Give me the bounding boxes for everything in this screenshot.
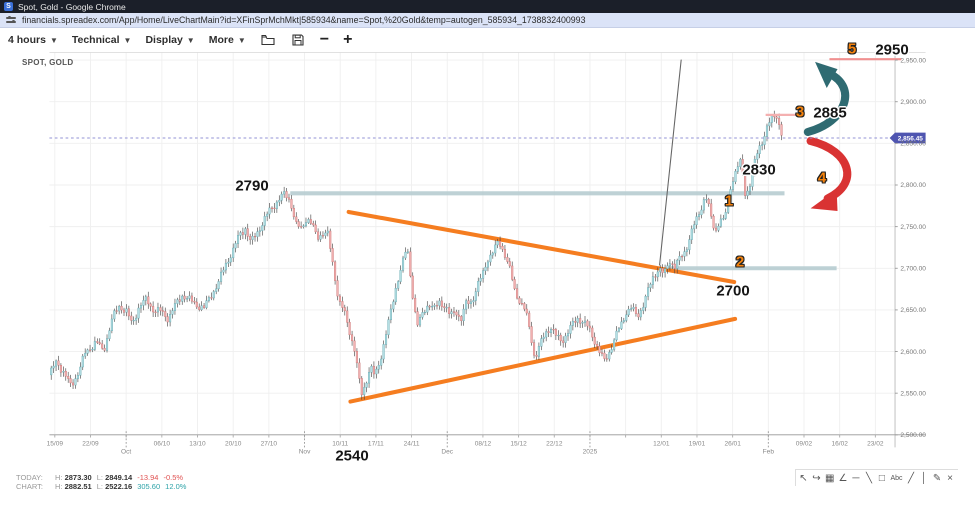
price-level-label: 2950 xyxy=(875,41,909,59)
svg-text:13/10: 13/10 xyxy=(189,441,206,448)
grid-tool-icon[interactable]: ▦ xyxy=(825,472,835,484)
timeframe-dropdown-label: 4 hours xyxy=(8,34,46,46)
svg-text:06/10: 06/10 xyxy=(154,441,171,448)
zoom-out-button[interactable]: − xyxy=(319,31,330,48)
svg-text:17/11: 17/11 xyxy=(368,441,384,448)
svg-text:10/11: 10/11 xyxy=(332,441,348,448)
chevron-down-icon: ▼ xyxy=(237,35,246,45)
price-level-label: 2540 xyxy=(335,447,369,465)
price-level-label: 2885 xyxy=(813,104,847,122)
svg-text:2,500.00: 2,500.00 xyxy=(900,432,926,439)
chart-toolbar: 4 hours ▼ Technical ▼ Display ▼ More ▼ −… xyxy=(0,28,975,52)
chart-area[interactable]: 2,856.45 2,950.00 2,900.00 2,850.00 2,800.00… xyxy=(0,41,975,513)
svg-text:19/01: 19/01 xyxy=(689,441,706,448)
wave-number-label: 5 xyxy=(847,40,857,58)
more-dropdown[interactable]: More ▼ xyxy=(209,34,246,46)
svg-text:26/01: 26/01 xyxy=(724,441,741,448)
site-settings-icon[interactable] xyxy=(6,16,16,24)
svg-text:2,700.00: 2,700.00 xyxy=(900,266,926,273)
svg-text:Dec: Dec xyxy=(441,449,453,456)
redo-arrow-tool-icon[interactable]: ↪ xyxy=(812,472,821,484)
window-title: Spot, Gold - Google Chrome xyxy=(18,1,126,12)
svg-text:Nov: Nov xyxy=(299,449,311,456)
close-tool-icon[interactable]: × xyxy=(947,472,953,484)
svg-text:Oct: Oct xyxy=(121,449,131,456)
display-dropdown-label: Display xyxy=(145,34,183,46)
svg-text:2,900.00: 2,900.00 xyxy=(900,99,926,106)
wave-number-label: 2 xyxy=(735,253,745,271)
price-level-label: 2700 xyxy=(716,282,750,300)
url-text[interactable]: financials.spreadex.com/App/Home/LiveCha… xyxy=(22,15,586,25)
svg-text:20/10: 20/10 xyxy=(225,441,242,448)
chevron-down-icon: ▼ xyxy=(186,35,195,45)
svg-text:2,550.00: 2,550.00 xyxy=(900,390,926,397)
vertical-line-tool-icon[interactable]: │ xyxy=(920,472,928,484)
wave-number-label: 3 xyxy=(795,103,805,121)
diagonal-line-tool-icon[interactable]: ╱ xyxy=(908,472,915,484)
svg-text:16/02: 16/02 xyxy=(831,441,848,448)
save-icon[interactable] xyxy=(290,32,306,48)
pencil-tool-icon[interactable]: ✎ xyxy=(932,472,942,484)
horizontal-line-tool-icon[interactable]: ─ xyxy=(852,472,860,484)
svg-text:24/11: 24/11 xyxy=(404,441,420,448)
svg-text:2,750.00: 2,750.00 xyxy=(900,224,926,231)
display-dropdown[interactable]: Display ▼ xyxy=(145,34,194,46)
today-stats-row: TODAY: H: 2873.30 L: 2849.14 -13.94 -0.5… xyxy=(16,473,184,482)
drawing-toolbar: ↖ ↪ ▦ ∠ ─ ╲ □ Abc ╱ │ ✎ × xyxy=(795,469,958,486)
window-titlebar: S Spot, Gold - Google Chrome xyxy=(0,0,975,13)
timeframe-dropdown[interactable]: 4 hours ▼ xyxy=(8,34,58,46)
svg-text:2,850.00: 2,850.00 xyxy=(900,141,926,148)
price-chart-canvas[interactable]: 2,856.45 2,950.00 2,900.00 2,850.00 2,800.00… xyxy=(0,52,975,513)
wave-number-label: 4 xyxy=(817,169,827,187)
svg-text:23/02: 23/02 xyxy=(867,441,884,448)
price-stats: TODAY: H: 2873.30 L: 2849.14 -13.94 -0.5… xyxy=(16,473,186,491)
svg-text:15/09: 15/09 xyxy=(47,441,64,448)
price-level-label: 2790 xyxy=(235,177,269,195)
svg-text:2,800.00: 2,800.00 xyxy=(900,182,926,189)
open-folder-icon[interactable] xyxy=(260,32,276,48)
svg-text:2,650.00: 2,650.00 xyxy=(900,307,926,314)
svg-text:2,950.00: 2,950.00 xyxy=(900,57,926,64)
svg-text:08/12: 08/12 xyxy=(475,441,492,448)
svg-text:22/09: 22/09 xyxy=(82,441,99,448)
zoom-in-button[interactable]: + xyxy=(343,31,353,48)
chart-stats-row: CHART: H: 2882.51 L: 2522.16 305.60 12.0… xyxy=(16,482,187,491)
url-bar[interactable]: financials.spreadex.com/App/Home/LiveCha… xyxy=(0,13,975,28)
price-level-label: 2830 xyxy=(742,161,776,179)
svg-text:2,600.00: 2,600.00 xyxy=(900,349,926,356)
text-tool-icon[interactable]: Abc xyxy=(890,474,903,482)
svg-text:2,856.45: 2,856.45 xyxy=(898,135,924,142)
chevron-down-icon: ▼ xyxy=(123,35,132,45)
more-dropdown-label: More xyxy=(208,34,234,46)
trendline-tool-icon[interactable]: ╲ xyxy=(865,472,872,484)
chevron-down-icon: ▼ xyxy=(49,35,58,45)
wave-number-label: 1 xyxy=(724,192,734,210)
svg-text:09/02: 09/02 xyxy=(796,441,813,448)
rectangle-tool-icon[interactable]: □ xyxy=(878,472,885,484)
favicon-icon: S xyxy=(4,2,13,11)
pointer-tool-icon[interactable]: ↖ xyxy=(799,472,808,484)
svg-text:2025: 2025 xyxy=(583,449,598,456)
axes-tool-icon[interactable]: ∠ xyxy=(838,472,848,484)
technical-dropdown-label: Technical xyxy=(71,34,120,46)
svg-text:15/12: 15/12 xyxy=(510,441,527,448)
svg-text:12/01: 12/01 xyxy=(653,441,670,448)
svg-text:Feb: Feb xyxy=(763,449,775,456)
symbol-label: SPOT, GOLD xyxy=(22,58,74,67)
svg-text:22/12: 22/12 xyxy=(546,441,563,448)
svg-text:27/10: 27/10 xyxy=(261,441,278,448)
technical-dropdown[interactable]: Technical ▼ xyxy=(72,34,132,46)
